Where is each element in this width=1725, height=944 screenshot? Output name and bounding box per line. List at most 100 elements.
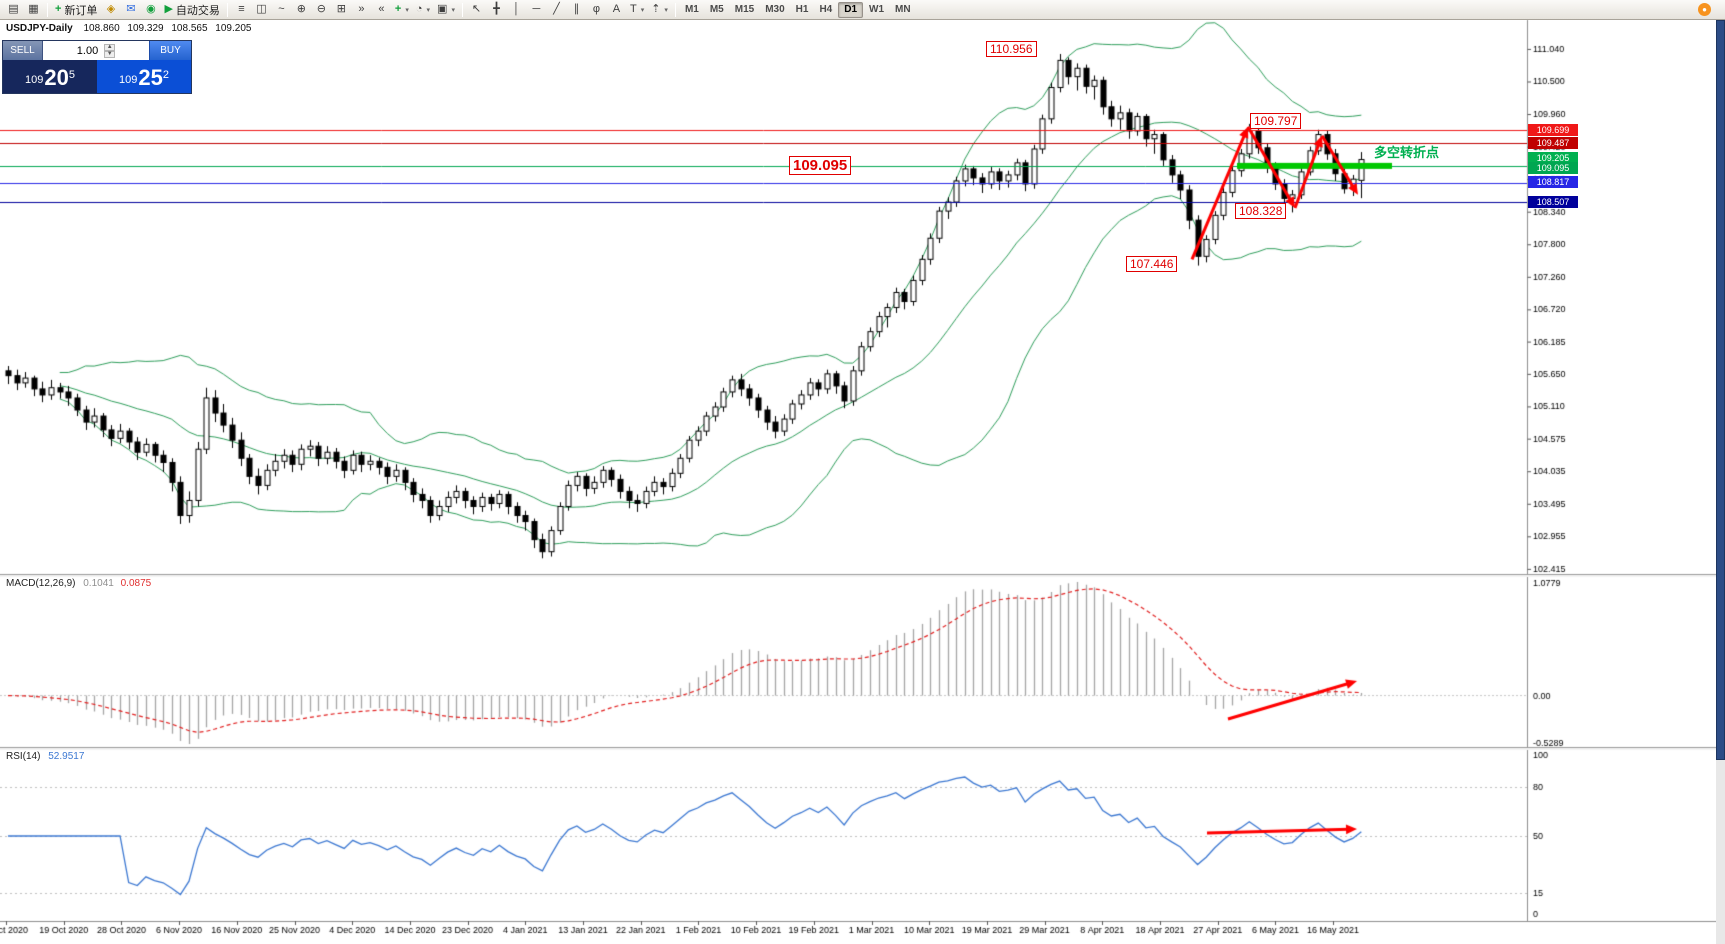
templates-dropdown-arrow[interactable]: ▾: [451, 6, 455, 14]
horizontal-line-icon: ─: [532, 3, 541, 15]
indicators-button[interactable]: + ▾: [392, 1, 412, 18]
charts-toggle-icon: ▤: [8, 3, 19, 15]
text-label-dropdown-arrow[interactable]: ▾: [640, 6, 645, 14]
timeframe-m30[interactable]: M30: [765, 4, 785, 15]
crosshair-icon: ╋: [493, 3, 500, 15]
auto-scroll-icon: »: [358, 3, 365, 15]
sell-price-quote[interactable]: 109 20 5: [3, 60, 97, 93]
new-order-label: 新订单: [64, 4, 98, 17]
lot-size-field[interactable]: 1.00 ▲ ▼: [43, 41, 149, 60]
periods-dropdown-arrow[interactable]: ▾: [426, 6, 431, 14]
buy-pip-fraction: 2: [162, 69, 169, 81]
lot-size-value: 1.00: [76, 44, 99, 57]
timeframe-m5[interactable]: M5: [709, 4, 724, 15]
line-chart-button[interactable]: ~: [272, 1, 291, 18]
new-chart-button[interactable]: ▦: [24, 1, 43, 18]
timeframe-d1[interactable]: D1: [838, 1, 864, 18]
candlestick-chart-button[interactable]: ◫: [252, 1, 271, 18]
bar-chart-button[interactable]: ≡: [232, 1, 251, 18]
buy-big-figure: 109: [119, 74, 138, 86]
macd-main-value: 0.1041: [83, 578, 114, 589]
auto-scroll-button[interactable]: »: [352, 1, 371, 18]
arrows-dropdown-arrow[interactable]: ▾: [664, 6, 668, 14]
rsi-value: 52.9517: [48, 751, 85, 762]
indicators-dropdown-arrow[interactable]: ▾: [405, 6, 409, 14]
timeframe-m15[interactable]: M15: [734, 4, 755, 15]
new-order-button[interactable]: + 新订单: [52, 1, 100, 18]
cursor-button[interactable]: ↖: [467, 1, 486, 18]
price-tag-109487: 109.487: [1528, 137, 1578, 149]
macd-indicator-label: MACD(12,26,9) 0.1041 0.0875: [6, 578, 151, 589]
lot-increase-button[interactable]: ▲: [104, 43, 116, 51]
price-annotation-109797: 109.797: [1250, 113, 1302, 129]
zoom-in-icon: ⊕: [296, 3, 307, 15]
fibonacci-button[interactable]: φ: [587, 1, 606, 18]
price-tag-109699: 109.699: [1528, 124, 1578, 136]
equidistant-channel-icon: ∥: [573, 3, 580, 15]
equidistant-channel-button[interactable]: ∥: [567, 1, 586, 18]
price-tag-109095: 109.095: [1528, 162, 1578, 174]
ohlc-low: 108.565: [171, 23, 208, 34]
chart-ohlc-info: USDJPY-Daily 108.860 109.329 108.565 109…: [6, 23, 256, 34]
main-toolbar: ▤ ▦ + 新订单 ◈ ✉ ◉ ▶ 自动交易 ≡ ◫ ~ ⊕ ⊖ ⊞» «+ ▾ ◔ ▾ ▣ ▾ ↖ ╋ │ ─ ╱ ∥ φ A T ▾ ⇡ ▾…: [0, 0, 1725, 20]
chart-shift-button[interactable]: «: [372, 1, 391, 18]
ohlc-open: 108.860: [83, 23, 120, 34]
community-icon[interactable]: ●: [1698, 3, 1711, 16]
sell-big-figure: 109: [25, 74, 44, 86]
zoom-out-button[interactable]: ⊖: [312, 1, 331, 18]
text-icon: A: [612, 3, 621, 15]
mailbox-button[interactable]: ✉: [121, 1, 140, 18]
text-label-button[interactable]: T ▾: [627, 1, 647, 18]
buy-price-quote[interactable]: 109 25 2: [97, 60, 191, 93]
price-annotation-108328: 108.328: [1235, 203, 1287, 219]
toolbar-separator: [674, 2, 676, 17]
trendline-button[interactable]: ╱: [547, 1, 566, 18]
arrows-button[interactable]: ⇡ ▾: [648, 1, 671, 18]
arrows-icon: ⇡: [651, 3, 661, 15]
metaeditor-button[interactable]: ◈: [101, 1, 120, 18]
tile-windows-icon: ⊞: [336, 3, 347, 15]
buy-pips: 25: [138, 65, 163, 90]
price-annotation-110956: 110.956: [986, 41, 1037, 57]
toolbar-separator: [461, 2, 463, 17]
text-label-icon: T: [629, 3, 637, 15]
lot-decrease-button[interactable]: ▼: [104, 50, 116, 58]
price-annotation-109095: 109.095: [789, 156, 852, 175]
periods-button[interactable]: ◔ ▾: [413, 1, 433, 18]
timeframe-h1[interactable]: H1: [795, 4, 809, 15]
new-chart-icon: ▦: [28, 3, 39, 15]
zoom-in-button[interactable]: ⊕: [292, 1, 311, 18]
sell-pip-fraction: 5: [68, 69, 75, 81]
one-click-trading-panel: SELL 1.00 ▲ ▼ BUY 109 20 5 109 25 2: [2, 40, 192, 94]
zoom-out-icon: ⊖: [316, 3, 327, 15]
price-tag-108817: 108.817: [1528, 176, 1578, 188]
vertical-scrollbar[interactable]: [1716, 20, 1725, 944]
timeframe-h4[interactable]: H4: [819, 4, 833, 15]
vertical-line-button[interactable]: │: [507, 1, 526, 18]
auto-trading-button[interactable]: ▶ 自动交易: [161, 1, 222, 18]
periods-icon: ◔: [415, 3, 423, 15]
market-watch-button[interactable]: ◉: [141, 1, 160, 18]
market-watch-icon: ◉: [146, 3, 156, 15]
timeframe-mn[interactable]: MN: [895, 4, 911, 15]
text-button[interactable]: A: [607, 1, 626, 18]
crosshair-button[interactable]: ╋: [487, 1, 506, 18]
mailbox-icon: ✉: [126, 3, 136, 15]
tile-windows-button[interactable]: ⊞: [332, 1, 351, 18]
timeframe-w1[interactable]: W1: [869, 4, 885, 15]
charts-toggle-button[interactable]: ▤: [4, 1, 23, 18]
price-tag-109205: 109.205: [1528, 152, 1578, 164]
horizontal-line-button[interactable]: ─: [527, 1, 546, 18]
buy-button[interactable]: BUY: [149, 41, 191, 60]
templates-button[interactable]: ▣ ▾: [434, 1, 458, 18]
chart-symbol: USDJPY-Daily: [6, 23, 73, 34]
scrollbar-thumb[interactable]: [1716, 20, 1725, 760]
sell-button[interactable]: SELL: [3, 41, 43, 60]
cursor-icon: ↖: [471, 3, 482, 15]
timeframe-m1[interactable]: M1: [684, 4, 699, 15]
macd-signal-value: 0.0875: [120, 578, 152, 589]
bar-chart-icon: ≡: [238, 3, 245, 15]
toolbar-separator: [226, 2, 228, 17]
